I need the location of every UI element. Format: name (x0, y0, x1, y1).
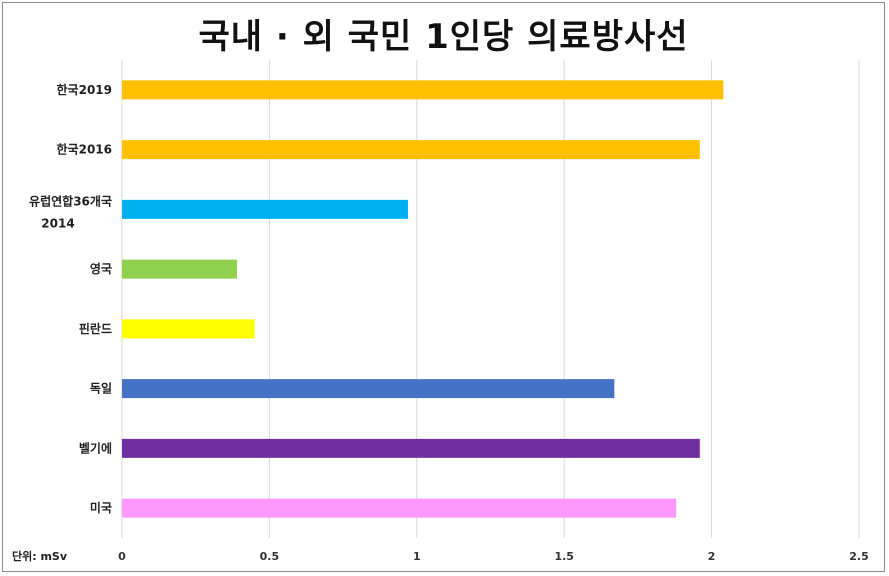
x-tick-label: 0.5 (260, 550, 280, 563)
bar (122, 438, 700, 458)
category-label: 영국 (90, 261, 112, 276)
x-tick-label: 2.5 (849, 550, 869, 563)
category-label: 핀란드 (79, 321, 112, 336)
category-label: 한국2016 (57, 142, 112, 157)
chart-title: 국내 · 외 국민 1인당 의료방사선 (198, 17, 689, 57)
bar (122, 498, 677, 518)
x-tick-label: 0 (118, 550, 126, 563)
bar (122, 199, 408, 219)
category-label: 한국2019 (57, 82, 112, 97)
x-tick-label: 2 (708, 550, 716, 563)
category-label: 독일 (90, 382, 112, 396)
x-tick-label: 1.5 (554, 550, 574, 563)
category-label: 미국 (90, 500, 112, 515)
bar (122, 140, 700, 160)
x-tick-label: 1 (413, 550, 421, 563)
bar (122, 80, 724, 100)
bar (122, 379, 615, 399)
category-label-line2: 2014 (41, 216, 74, 230)
bar (122, 259, 237, 279)
category-label: 벨기에 (79, 440, 112, 455)
unit-label: 단위: mSv (12, 549, 68, 563)
bar (122, 319, 255, 339)
category-label: 유럽연합36개국 (29, 193, 112, 208)
